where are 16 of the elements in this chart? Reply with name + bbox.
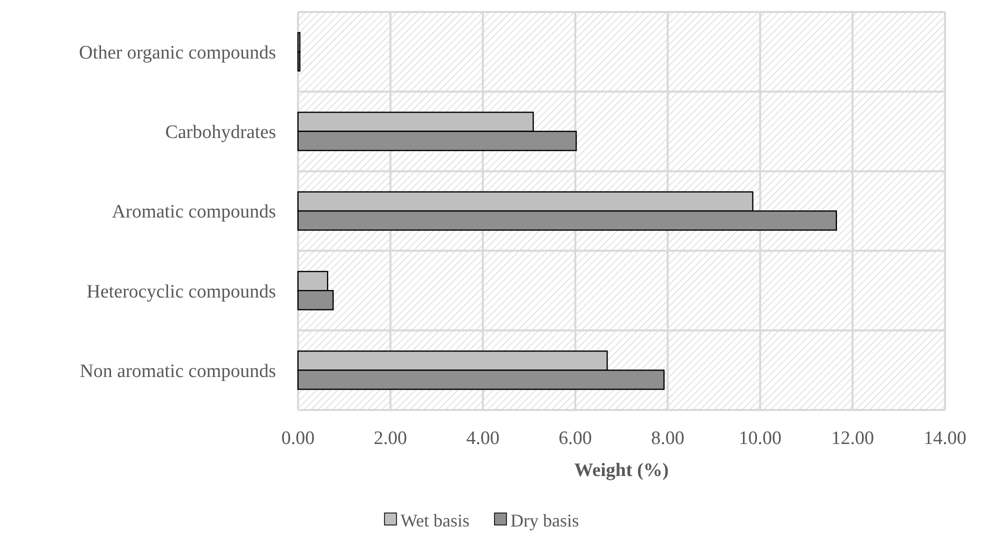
x-tick-label: 10.00 [738,428,782,449]
y-tick-label: Carbohydrates [165,122,276,144]
y-tick-label: Heterocyclic compounds [86,281,276,302]
x-tick-label: 8.00 [651,428,684,449]
y-tick-label: Non aromatic compounds [80,360,276,382]
x-tick-label: 2.00 [374,428,408,449]
x-tick-label: 4.00 [466,428,500,449]
y-tick-label: Other organic compounds [79,42,276,64]
x-axis-title: Weight (%) [574,460,669,481]
x-tick-label: 6.00 [558,428,592,449]
x-tick-label: 14.00 [924,428,966,449]
y-tick-label: Aromatic compounds [112,202,276,223]
x-tick-label: 12.00 [831,428,874,449]
legend-label: Dry basis [510,510,579,530]
legend-label: Wet basis [400,510,470,530]
x-tick-label: 0.00 [281,428,315,449]
